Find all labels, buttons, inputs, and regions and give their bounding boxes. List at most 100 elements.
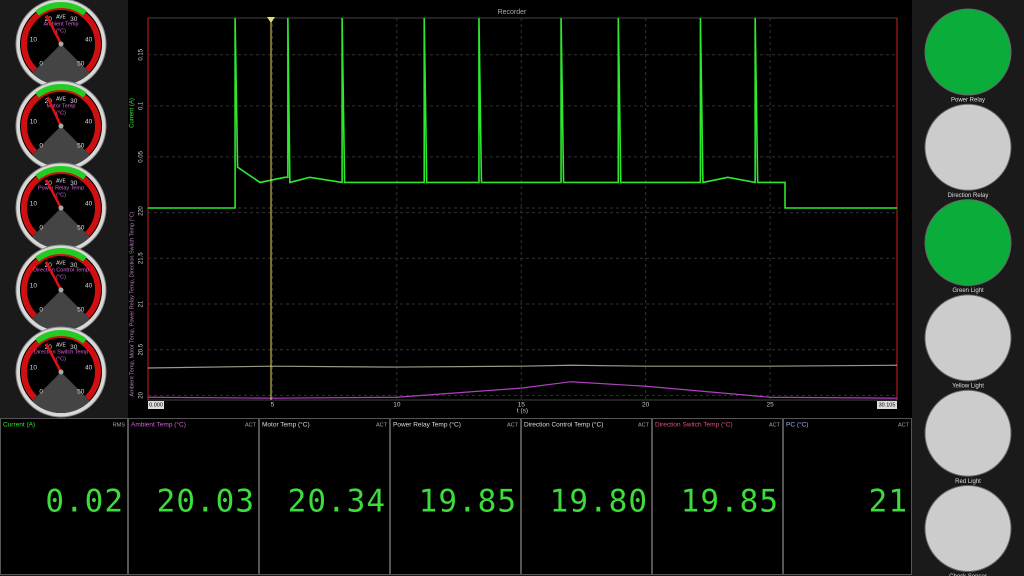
gauge-tick-label: 30 [70, 344, 78, 351]
readout-box [259, 418, 390, 575]
gauge-hub [58, 41, 64, 47]
readout-value: 19.85 [419, 484, 517, 520]
gauge-green-band [35, 84, 87, 98]
gauge-needle [44, 343, 63, 373]
gauge-base [32, 126, 90, 167]
readout-mode: ACT [769, 422, 781, 428]
gauge-base [32, 44, 90, 85]
gauge-unit: (°C) [56, 28, 66, 34]
readout-box [390, 418, 521, 575]
gauge-unit: (°C) [56, 192, 66, 198]
lamp-label: Check Sensor [949, 574, 987, 576]
recorder-title: Recorder [498, 9, 527, 16]
x-tick-label: 5 [271, 402, 275, 409]
x-tick-label: 15 [518, 402, 526, 409]
readout-label: Ambient Temp (°C) [131, 421, 186, 429]
y-tick-label: 0.1 [139, 101, 145, 110]
readout-box [128, 418, 259, 575]
readout-value: 20.03 [157, 484, 255, 520]
current-axis-label: Current (A) [130, 98, 136, 128]
gauge-tick-label: 10 [30, 364, 38, 371]
gauge-center-label: AVE [56, 14, 66, 20]
x-axis-label: t (s) [517, 408, 528, 415]
cursor-marker [267, 17, 275, 23]
y-tick-label: 0.15 [139, 48, 145, 60]
gauge-unit: (°C) [56, 356, 66, 362]
gauge-title: Direction Switch Temp [34, 349, 88, 355]
gauge-tick-label: 50 [77, 389, 85, 396]
gauge-center-label: AVE [56, 178, 66, 184]
gauge-green-band [35, 166, 87, 180]
readout-label: Current (A) [3, 422, 35, 429]
gauge-tick-label: 30 [70, 16, 78, 23]
temp-line [147, 381, 898, 399]
readout-value: 21 [869, 484, 908, 520]
gauge-tick-label: 0 [39, 143, 43, 150]
temp-line [147, 364, 898, 369]
gauge-tick-label: 50 [77, 225, 85, 232]
gauge-unit: (°C) [56, 110, 66, 116]
gauge-center-label: AVE [56, 342, 66, 348]
lamp-label: Red Light [955, 479, 981, 485]
gauge-tick-label: 10 [30, 118, 38, 125]
gauge-needle [45, 14, 63, 45]
readout-mode: RMS [113, 422, 126, 428]
gauge-green-band [35, 248, 87, 262]
gauge-base [32, 290, 90, 331]
recorder-panel [128, 0, 912, 418]
lamp [924, 103, 1012, 191]
readout-mode: ACT [376, 422, 388, 428]
readout-mode: ACT [245, 422, 257, 428]
readout-box [652, 418, 783, 575]
gauge-tick-label: 0 [39, 389, 43, 396]
y-tick-label: 0 [139, 206, 145, 210]
gauge-tick-label: 40 [85, 200, 93, 207]
y-tick-label: 20.5 [139, 343, 145, 355]
readout-value: 19.85 [681, 484, 779, 520]
readout-label: Direction Control Temp (°C) [524, 421, 603, 429]
gauge-tick-label: 40 [85, 282, 93, 289]
y-tick-label: 21 [139, 300, 145, 307]
gauge-center-label: AVE [56, 260, 66, 266]
gauge-title: Power Relay Temp [38, 185, 84, 191]
lamp [924, 8, 1012, 96]
gauge-hub [58, 369, 64, 375]
gauge-tick-label: 10 [30, 282, 38, 289]
gauge-tick-label: 50 [77, 307, 85, 314]
readout-box [783, 418, 912, 575]
gauge-tick-label: 30 [70, 262, 78, 269]
gauge-tick-label: 50 [77, 143, 85, 150]
gauge-base [32, 208, 90, 249]
lamp [924, 389, 1012, 477]
lamp-label: Yellow Light [952, 383, 984, 389]
gauge-center-label: AVE [56, 96, 66, 102]
gauge-title: Direction Control Temp [33, 267, 89, 273]
lamp-label: Green Light [952, 288, 984, 294]
gauge-tick-label: 0 [39, 225, 43, 232]
x-start-box [148, 401, 164, 409]
gauge-base [32, 372, 90, 413]
gauge-tick-label: 0 [39, 307, 43, 314]
lamp-label: Power Relay [951, 98, 985, 104]
gauge-tick-label: 0 [39, 61, 43, 68]
lamp [924, 294, 1012, 382]
x-tick-label: 20 [642, 402, 650, 409]
gauge-tick-label: 40 [85, 364, 93, 371]
x-tick-label: 25 [766, 402, 774, 409]
x-end-label: 30.105 [879, 402, 896, 408]
current-band [148, 17, 897, 209]
gauge-tick-label: 30 [70, 180, 78, 187]
x-start-label: 0.000 [149, 402, 163, 408]
readout-value: 19.80 [550, 484, 648, 520]
y-tick-label: 0.05 [139, 150, 145, 162]
readout-label: Direction Switch Temp (°C) [655, 421, 733, 429]
readout-value: 0.02 [45, 484, 124, 520]
readout-box [521, 418, 652, 575]
gauge-needle [44, 261, 63, 291]
lamp [924, 485, 1012, 572]
gauge-hub [58, 287, 64, 293]
gauge-title: Motor Temp [47, 103, 76, 109]
gauge-hub [58, 123, 64, 129]
readout-box [0, 418, 128, 575]
